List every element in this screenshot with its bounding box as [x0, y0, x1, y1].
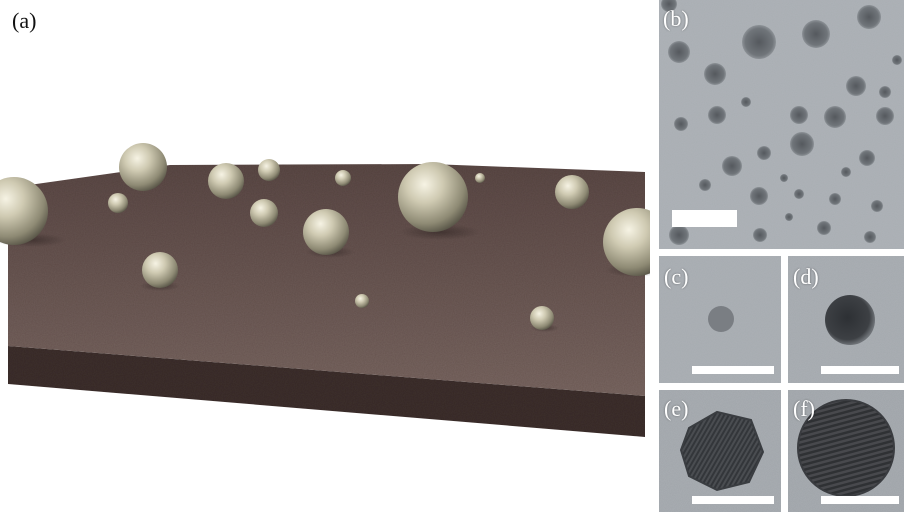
sphere	[475, 173, 485, 183]
panel-label-c: (c)	[664, 264, 689, 289]
sphere	[250, 199, 278, 227]
sphere	[530, 306, 554, 330]
tem-image-b	[659, 0, 904, 249]
sphere	[555, 175, 589, 209]
panel-label-e: (e)	[664, 396, 689, 421]
tem-image-f	[788, 390, 904, 512]
panel-a-rendering: (a)	[0, 8, 671, 437]
tem-image-d	[788, 256, 904, 383]
sphere	[303, 209, 349, 255]
substrate-rendering	[0, 143, 671, 437]
scalebar-c	[692, 366, 774, 374]
sphere	[258, 159, 280, 181]
nanoparticle-spheres	[0, 143, 671, 330]
panel-label-d: (d)	[793, 264, 819, 289]
panel-label-a: (a)	[12, 8, 37, 33]
substrate-side	[8, 346, 645, 437]
sphere	[398, 162, 468, 232]
sphere	[208, 163, 244, 199]
panel-label-f: (f)	[793, 396, 815, 421]
substrate-top	[8, 164, 645, 396]
panel-d-tem: (d)	[788, 256, 904, 383]
panel-f-tem: (f)	[788, 390, 904, 512]
panel-b-tem: (b)	[659, 0, 904, 249]
sphere	[0, 177, 48, 245]
sphere	[142, 252, 178, 288]
tem-image-e	[659, 390, 781, 512]
panel-c-tem: (c)	[659, 256, 781, 383]
scalebar-b	[672, 210, 737, 227]
scalebar-e	[692, 496, 774, 504]
scalebar-d	[821, 366, 899, 374]
scalebar-f	[821, 496, 899, 504]
panel-label-b: (b)	[663, 6, 689, 31]
tem-image-c	[659, 256, 781, 383]
panel-e-tem: (e)	[659, 390, 781, 512]
sphere	[108, 193, 128, 213]
sphere	[335, 170, 351, 186]
sphere	[355, 294, 369, 308]
sphere	[119, 143, 167, 191]
